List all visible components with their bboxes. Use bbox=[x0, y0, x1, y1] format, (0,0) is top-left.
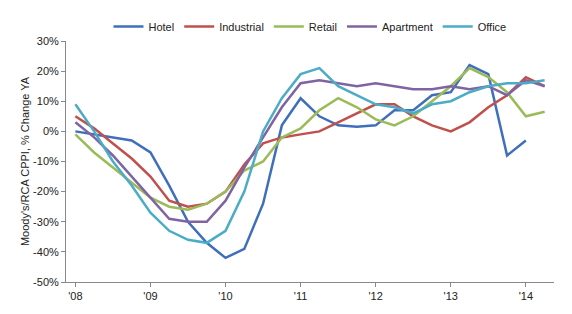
svg-text:0%: 0% bbox=[43, 125, 59, 137]
svg-text:30%: 30% bbox=[37, 35, 59, 47]
svg-text:-40%: -40% bbox=[33, 246, 59, 258]
svg-text:20%: 20% bbox=[37, 65, 59, 77]
svg-text:'11: '11 bbox=[294, 290, 308, 302]
svg-text:-30%: -30% bbox=[33, 216, 59, 228]
svg-text:'13: '13 bbox=[444, 290, 458, 302]
svg-text:10%: 10% bbox=[37, 95, 59, 107]
svg-text:Retail: Retail bbox=[309, 21, 337, 33]
svg-text:'10: '10 bbox=[218, 290, 232, 302]
svg-text:Moody's/RCA CPPI, % Change YA: Moody's/RCA CPPI, % Change YA bbox=[19, 76, 31, 246]
svg-text:-50%: -50% bbox=[33, 276, 59, 288]
svg-text:'12: '12 bbox=[369, 290, 383, 302]
svg-text:'14: '14 bbox=[519, 290, 533, 302]
svg-text:Hotel: Hotel bbox=[149, 21, 175, 33]
svg-text:-20%: -20% bbox=[33, 185, 59, 197]
svg-text:Apartment: Apartment bbox=[382, 21, 433, 33]
svg-text:Industrial: Industrial bbox=[219, 21, 264, 33]
svg-text:'09: '09 bbox=[143, 290, 157, 302]
svg-text:-10%: -10% bbox=[33, 155, 59, 167]
svg-text:'08: '08 bbox=[68, 290, 82, 302]
svg-text:Office: Office bbox=[478, 21, 507, 33]
